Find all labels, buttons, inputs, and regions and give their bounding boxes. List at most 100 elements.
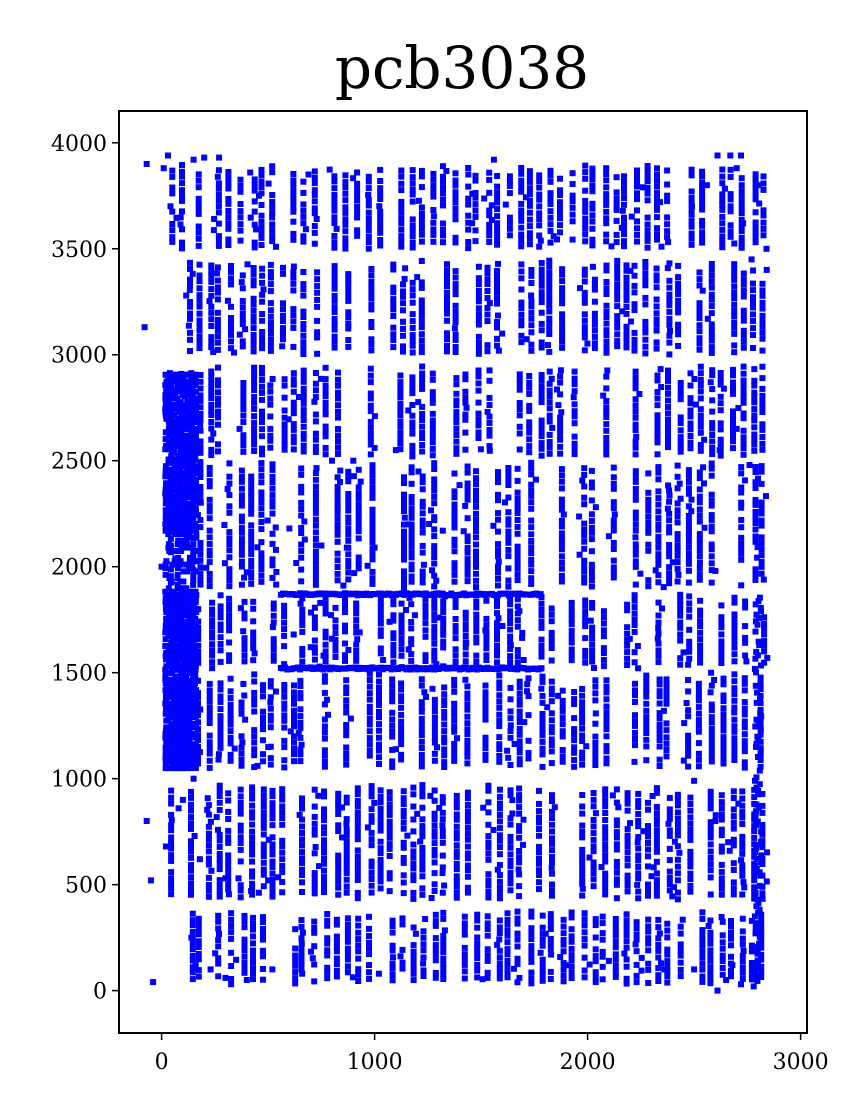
data-point [197,484,204,490]
data-point [298,951,305,958]
data-point [419,442,426,448]
data-point [453,889,460,896]
data-point [237,840,244,846]
data-point [610,557,617,564]
data-point [331,304,338,311]
data-point [603,726,610,733]
data-point [631,604,638,611]
data-point [248,506,255,512]
data-point [528,481,535,488]
data-point [758,911,765,918]
data-point [528,544,535,551]
data-point [269,473,276,480]
data-point [168,869,175,876]
data-point [354,826,361,832]
data-point [507,762,514,768]
data-point [528,931,535,937]
data-point [173,214,180,221]
data-point [251,406,258,412]
data-point [367,435,374,442]
data-point [269,498,276,505]
data-point [365,215,372,222]
data-point [260,914,266,921]
data-point [516,785,523,792]
data-point [759,855,766,862]
data-point [750,345,756,351]
data-point [576,513,583,520]
data-point [270,612,277,619]
data-point [728,923,734,930]
data-point [419,370,426,377]
data-point [321,830,327,837]
data-point [631,289,638,296]
data-point [720,749,727,756]
data-point [377,185,384,192]
data-point [473,611,480,618]
data-point [544,704,551,711]
data-point [322,364,329,371]
data-point [505,583,512,590]
data-point [420,967,427,974]
data-point [738,545,745,552]
data-point [343,677,350,684]
data-point [326,166,333,173]
data-point [300,189,307,196]
data-point [366,735,373,742]
data-point [187,303,193,310]
data-point [441,728,448,735]
data-point [290,381,297,388]
data-point [419,855,426,862]
data-point [441,752,448,759]
data-point [588,583,595,590]
data-point [669,559,676,566]
data-point [496,884,503,891]
data-point [334,515,341,522]
data-point [654,422,661,429]
data-point [644,178,651,185]
data-point [579,761,586,768]
data-point [311,644,318,651]
data-point [298,525,305,531]
data-point [654,190,660,197]
data-point [410,803,417,810]
data-point [217,686,224,693]
data-point [631,347,638,354]
data-point [528,315,535,322]
data-point [751,424,758,431]
data-point [249,834,256,841]
data-point [603,285,610,292]
data-point [354,209,361,216]
data-point [589,200,596,207]
data-point [486,232,493,239]
data-point [696,571,703,578]
data-point [258,166,265,173]
data-point [440,173,446,180]
data-point [758,968,765,975]
data-point [260,866,267,873]
data-point [312,509,319,516]
data-point [602,829,609,836]
data-point [270,600,277,607]
data-point [741,711,748,718]
data-point [759,831,766,838]
data-point [439,827,446,834]
data-point [209,629,216,636]
data-point [368,336,375,343]
data-point [761,620,768,627]
data-point [612,968,619,975]
data-point [603,703,610,710]
data-point [518,188,525,195]
data-point [495,582,501,589]
data-point [179,239,185,246]
data-point [496,704,503,711]
data-point [312,430,319,437]
data-point [408,651,415,658]
data-point [162,490,169,497]
data-point [719,958,726,965]
data-point [190,572,197,579]
data-point [485,839,492,846]
data-point [739,839,746,846]
data-point [759,895,766,902]
data-point [241,615,248,622]
data-point [495,260,501,267]
